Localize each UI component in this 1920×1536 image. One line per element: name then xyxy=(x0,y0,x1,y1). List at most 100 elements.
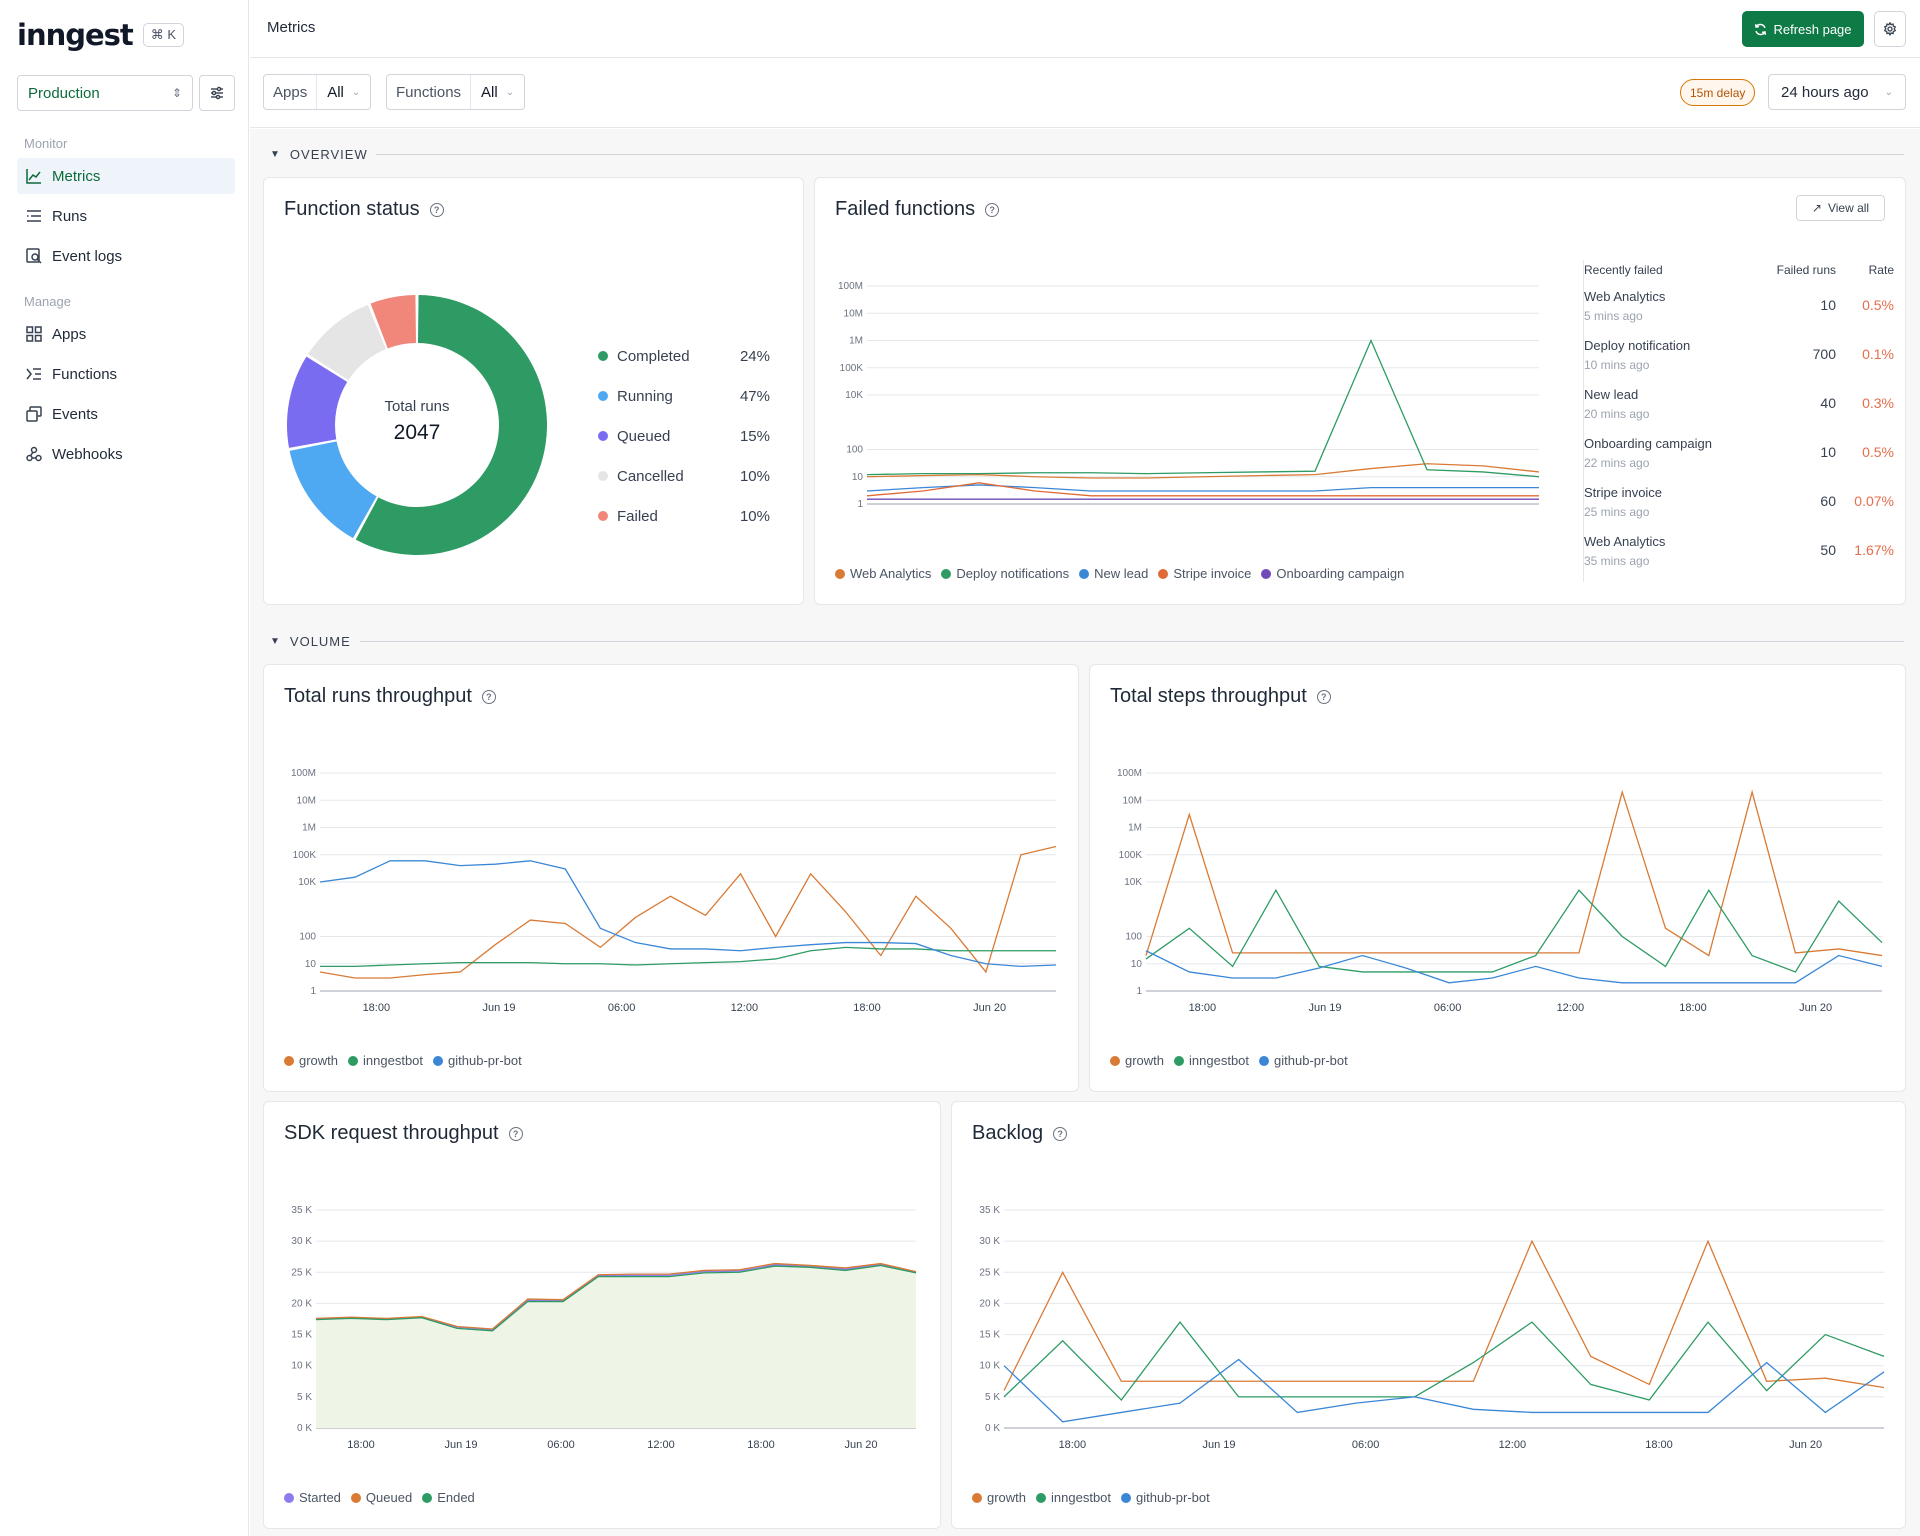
environment-settings-button[interactable] xyxy=(199,75,235,111)
legend-item[interactable]: Started xyxy=(284,1490,341,1505)
sidebar-item-apps[interactable]: Apps xyxy=(17,316,235,352)
overview-section-toggle[interactable]: ▼ OVERVIEW xyxy=(270,147,368,162)
series-line-github-pr-bot[interactable] xyxy=(1003,1358,1885,1423)
donut-slice-failed[interactable] xyxy=(370,295,417,349)
sdk-request-title: SDK request throughput? xyxy=(284,1122,523,1145)
legend-item[interactable]: growth xyxy=(972,1490,1026,1505)
inngest-logo[interactable]: inngest xyxy=(17,18,134,52)
backlog-chart: 0 K 5 K 10 K 15 K 20 K 25 K 30 K 35 K 18:00 Jun 1… xyxy=(979,1205,1885,1451)
view-all-button[interactable]: ↗ View all xyxy=(1796,195,1885,221)
legend-item[interactable]: github-pr-bot xyxy=(1121,1490,1210,1505)
series-line-growth[interactable] xyxy=(319,845,1057,979)
legend-item[interactable]: Ended xyxy=(422,1490,475,1505)
help-icon[interactable]: ? xyxy=(1053,1126,1068,1141)
legend-dot xyxy=(1174,1055,1185,1066)
sidebar-item-functions[interactable]: Functions xyxy=(17,356,235,392)
legend-dot xyxy=(1036,1492,1047,1503)
functions-filter[interactable]: Functions All ⌄ xyxy=(386,74,526,110)
table-header: Recently failed Failed runs Rate xyxy=(1584,263,1894,277)
legend-item[interactable]: Deploy notifications xyxy=(941,566,1069,581)
legend-item[interactable]: New lead xyxy=(1079,566,1148,581)
apps-filter[interactable]: Apps All ⌄ xyxy=(263,74,372,110)
series-line-web-analytics[interactable] xyxy=(866,463,1540,479)
table-divider xyxy=(1583,260,1584,582)
recently-failed-table: Recently failed Failed runs Rate Web Ana… xyxy=(1584,263,1894,583)
table-row[interactable]: Web Analytics 35 mins ago 50 1.67% xyxy=(1584,534,1894,583)
series-line-queued[interactable] xyxy=(315,1262,917,1330)
sidebar-item-event-logs[interactable]: Event logs xyxy=(17,238,235,274)
col-header-rate: Rate xyxy=(1868,263,1894,277)
failed-runs: 10 xyxy=(1820,297,1836,313)
y-tick-label: 30 K xyxy=(979,1236,1000,1247)
sdk-request-card: SDK request throughput? 0 K 5 K 10 K 15 K 20… xyxy=(263,1101,941,1529)
legend-label: inngestbot xyxy=(363,1053,424,1068)
help-icon[interactable]: ? xyxy=(508,1126,523,1141)
x-tick-label: 18:00 xyxy=(1645,1439,1673,1451)
table-row[interactable]: Deploy notification 10 mins ago 700 0.1% xyxy=(1584,338,1894,387)
help-icon[interactable]: ? xyxy=(985,202,1000,217)
legend-dot xyxy=(348,1055,359,1066)
sidebar-item-webhooks[interactable]: Webhooks xyxy=(17,436,235,472)
table-row[interactable]: Onboarding campaign 22 mins ago 10 0.5% xyxy=(1584,436,1894,485)
help-icon[interactable]: ? xyxy=(1316,689,1331,704)
table-row[interactable]: Web Analytics 5 mins ago 10 0.5% xyxy=(1584,289,1894,338)
series-line-deploy-notifications[interactable] xyxy=(866,338,1540,478)
legend-label: Deploy notifications xyxy=(956,566,1070,581)
legend-item[interactable]: inngestbot xyxy=(1036,1490,1111,1505)
help-icon[interactable]: ? xyxy=(481,689,496,704)
volume-section-toggle[interactable]: ▼ VOLUME xyxy=(270,634,351,649)
legend-item[interactable]: Stripe invoice xyxy=(1158,566,1251,581)
donut-slice-running[interactable] xyxy=(289,441,377,539)
x-tick-label: Jun 20 xyxy=(844,1439,877,1451)
help-icon[interactable]: ? xyxy=(429,202,444,217)
legend-item[interactable]: growth xyxy=(1110,1053,1164,1068)
legend-item[interactable]: github-pr-bot xyxy=(1259,1053,1348,1068)
command-shortcut-badge[interactable]: ⌘ K xyxy=(142,23,185,47)
series-line-stripe-invoice[interactable] xyxy=(866,482,1539,497)
backlog-card: Backlog? 0 K 5 K 10 K 15 K 20 K 25 K 30 K 35 K 1… xyxy=(951,1101,1906,1529)
legend-item[interactable]: Web Analytics xyxy=(835,566,931,581)
sidebar-item-runs[interactable]: Runs xyxy=(17,198,235,234)
status-legend-item[interactable]: Running 47% xyxy=(598,376,770,416)
time-range-select[interactable]: 24 hours ago ⌄ xyxy=(1768,74,1906,110)
x-tick-label: 06:00 xyxy=(547,1439,575,1451)
series-line-ended[interactable] xyxy=(315,1264,917,1332)
legend-item[interactable]: inngestbot xyxy=(1174,1053,1249,1068)
legend-item[interactable]: Queued xyxy=(350,1490,412,1505)
donut-slice-completed[interactable] xyxy=(355,295,547,555)
series-line-growth[interactable] xyxy=(1003,1239,1885,1391)
y-tick-label: 5 K xyxy=(985,1392,1000,1403)
donut-slice-cancelled[interactable] xyxy=(308,304,386,381)
series-line-new-lead[interactable] xyxy=(866,484,1539,492)
x-tick-label: 18:00 xyxy=(853,1002,881,1014)
environment-select[interactable]: Production ⇕ xyxy=(17,75,193,111)
refresh-page-label: Refresh page xyxy=(1773,21,1852,37)
series-line-growth[interactable] xyxy=(1145,789,1883,957)
status-legend-item[interactable]: Queued 15% xyxy=(598,416,770,456)
function-name: Deploy notification xyxy=(1584,338,1691,353)
status-legend-item[interactable]: Failed 10% xyxy=(598,496,770,536)
table-row[interactable]: Stripe invoice 25 mins ago 60 0.07% xyxy=(1584,485,1894,534)
y-tick-label: 1 xyxy=(310,986,316,997)
series-line-inngestbot[interactable] xyxy=(1145,888,1883,973)
status-legend-item[interactable]: Cancelled 10% xyxy=(598,456,770,496)
donut-slice-queued[interactable] xyxy=(287,356,348,448)
legend-dot xyxy=(1261,568,1272,579)
legend-label: growth xyxy=(299,1053,339,1068)
legend-item[interactable]: growth xyxy=(284,1053,338,1068)
refresh-page-button[interactable]: Refresh page xyxy=(1742,11,1864,47)
status-legend-name: Failed xyxy=(598,508,740,525)
page-settings-button[interactable] xyxy=(1874,11,1906,47)
sidebar-item-label: Event logs xyxy=(52,247,123,265)
legend-item[interactable]: github-pr-bot xyxy=(433,1053,522,1068)
sidebar-item-events[interactable]: Events xyxy=(17,396,235,432)
sidebar-item-metrics[interactable]: Metrics xyxy=(17,158,235,194)
legend-label: github-pr-bot xyxy=(448,1053,522,1068)
status-legend-item[interactable]: Completed 24% xyxy=(598,336,770,376)
series-line-github-pr-bot[interactable] xyxy=(319,860,1057,968)
series-line-github-pr-bot[interactable] xyxy=(1145,950,1883,984)
table-row[interactable]: New lead 20 mins ago 40 0.3% xyxy=(1584,387,1894,436)
legend-item[interactable]: inngestbot xyxy=(348,1053,423,1068)
series-line-inngestbot[interactable] xyxy=(1003,1321,1885,1401)
legend-item[interactable]: Onboarding campaign xyxy=(1261,566,1404,581)
